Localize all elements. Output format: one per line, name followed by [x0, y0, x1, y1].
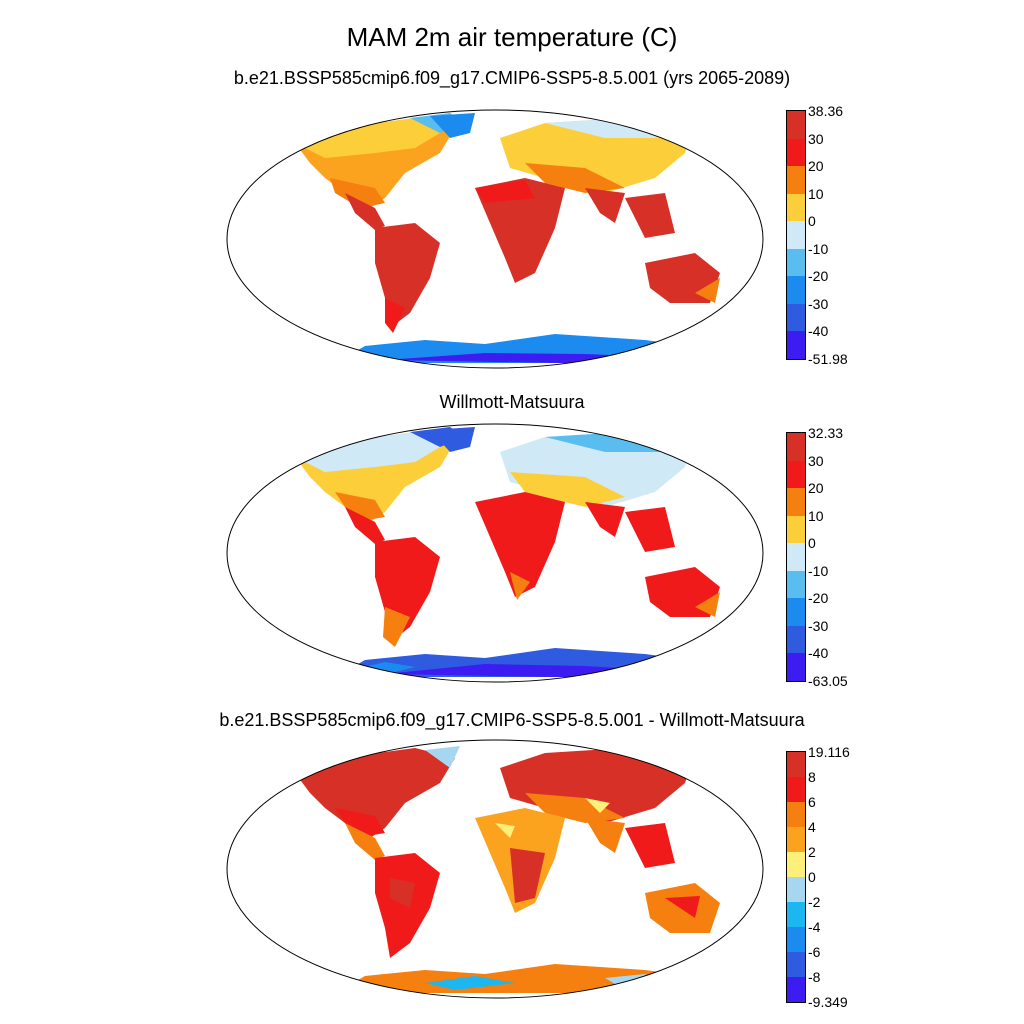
colorbar-label: -9.349 [808, 994, 848, 1010]
colorbar-cell [787, 221, 805, 249]
colorbar-label: -20 [808, 590, 829, 607]
colorbar-label: -10 [808, 562, 829, 579]
colorbar-label: 4 [808, 819, 816, 835]
colorbar-cell [787, 111, 805, 139]
colorbar-label: 10 [808, 507, 824, 524]
map-diff [225, 738, 765, 1000]
colorbar-cell [787, 877, 805, 902]
panel-title-obs: Willmott-Matsuura [439, 392, 585, 412]
colorbar-label: -30 [808, 617, 829, 634]
north-america-region [295, 748, 455, 838]
colorbar-cell [787, 515, 805, 544]
colorbar-label: 30 [808, 130, 824, 147]
colorbar-label: 6 [808, 794, 816, 810]
colorbar-label: 20 [808, 480, 824, 497]
colorbar-label: 8 [808, 769, 816, 785]
colorbar-cell [787, 248, 805, 277]
colorbar-label: 30 [808, 452, 824, 469]
colorbar-cell [787, 570, 805, 599]
colorbar-label: -20 [808, 268, 829, 285]
colorbar-label: -6 [808, 944, 821, 960]
colorbar-label: 19.116 [808, 744, 850, 760]
colorbar-cell [787, 777, 805, 802]
colorbar-cell [787, 653, 805, 681]
colorbar-label: -63.05 [808, 673, 848, 689]
colorbar-cell [787, 902, 805, 927]
colorbar-cell [787, 543, 805, 571]
main-title: MAM 2m air temperature (C) [346, 22, 678, 52]
colorbar-label: -30 [808, 295, 829, 312]
colorbar-label: 10 [808, 185, 824, 202]
colorbar-label: -40 [808, 323, 829, 340]
africa-region [475, 178, 565, 283]
colorbar-label: 32.33 [808, 425, 844, 441]
colorbar-label: -4 [808, 919, 821, 935]
africa-region [475, 492, 565, 597]
colorbar-label: -2 [808, 894, 821, 910]
colorbar-cell [787, 927, 805, 952]
colorbar-cell [787, 460, 805, 489]
colorbar-cell [787, 331, 805, 359]
colorbar-label: 20 [808, 158, 824, 175]
colorbar-cell [787, 276, 805, 304]
panel-title-model: b.e21.BSSP585cmip6.f09_g17.CMIP6-SSP5-8.… [233, 68, 791, 88]
colorbar-cell [787, 625, 805, 654]
colorbar-label: -51.98 [808, 351, 848, 367]
colorbar-label: -40 [808, 645, 829, 662]
colorbar-cell [787, 802, 805, 827]
colorbar-model [786, 110, 806, 360]
map-model [225, 108, 765, 370]
panel-title-diff: b.e21.BSSP585cmip6.f09_g17.CMIP6-SSP5-8.… [219, 710, 805, 730]
colorbar-cell [787, 852, 805, 877]
colorbar-cell [787, 977, 805, 1002]
colorbar-cell [787, 433, 805, 461]
colorbar-label: -8 [808, 969, 821, 985]
map-obs [225, 422, 765, 684]
colorbar-cell [787, 488, 805, 516]
colorbar-cell [787, 752, 805, 777]
colorbar-cell [787, 827, 805, 852]
colorbar-label: 0 [808, 869, 816, 885]
colorbar-label: 0 [808, 213, 816, 230]
colorbar-cell [787, 138, 805, 167]
colorbar-cell [787, 952, 805, 977]
colorbar-label: 38.36 [808, 103, 844, 119]
colorbar-cell [787, 598, 805, 626]
colorbar-cell [787, 193, 805, 222]
colorbar-label: -10 [808, 240, 829, 257]
colorbar-obs [786, 432, 806, 682]
colorbar-label: 2 [808, 844, 816, 860]
colorbar-diff [786, 751, 806, 1003]
colorbar-cell [787, 303, 805, 332]
colorbar-cell [787, 166, 805, 194]
colorbar-label: 0 [808, 535, 816, 552]
